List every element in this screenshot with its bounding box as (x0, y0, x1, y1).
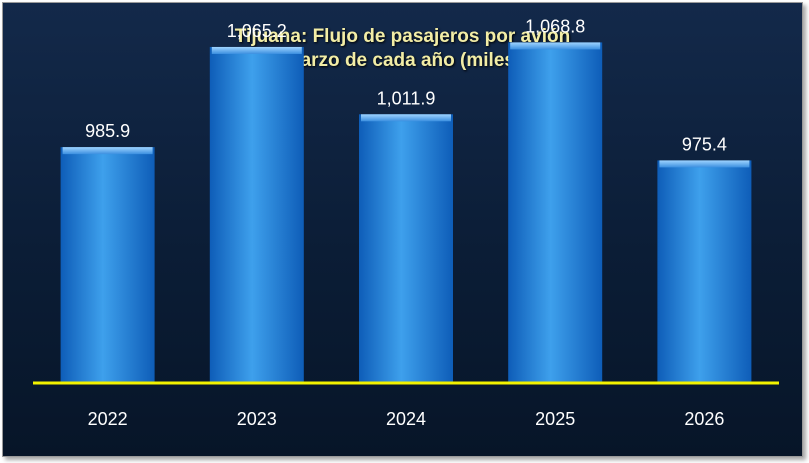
chart-title-line-2: marzo de cada año (miles) (283, 50, 522, 71)
chart-title-line-1: Tijuana: Flujo de pasajeros por avión (234, 26, 571, 47)
x-tick-label: 2024 (386, 409, 426, 429)
data-label: 1,065.2 (227, 21, 287, 41)
bar-2025 (508, 42, 603, 382)
bar-top-highlight (361, 114, 451, 122)
x-tick-label: 2025 (535, 409, 575, 429)
bar-2026 (657, 160, 752, 382)
data-label: 1,068.8 (525, 16, 585, 36)
bar-top-highlight (62, 147, 153, 155)
bar-top-highlight (659, 160, 750, 168)
bar-2023 (209, 46, 304, 383)
x-tick-label: 2022 (88, 409, 128, 429)
data-label: 985.9 (85, 121, 130, 141)
bar-chart: 985.9 1,065.2 1,011.9 1,068.8 975.4 2022 2023… (33, 16, 779, 429)
bar-2022 (60, 147, 155, 382)
bar-2024 (359, 114, 453, 382)
data-label: 1,011.9 (377, 88, 436, 108)
bar-top-highlight (510, 42, 601, 50)
chart-frame: Tijuana: Flujo de pasajeros por avión ma… (2, 2, 803, 457)
x-tick-label: 2023 (237, 409, 277, 429)
bar-top-highlight (211, 46, 302, 54)
x-tick-label: 2026 (684, 409, 724, 429)
chart-title: Tijuana: Flujo de pasajeros por avión ma… (3, 25, 802, 73)
data-label: 975.4 (682, 134, 727, 154)
